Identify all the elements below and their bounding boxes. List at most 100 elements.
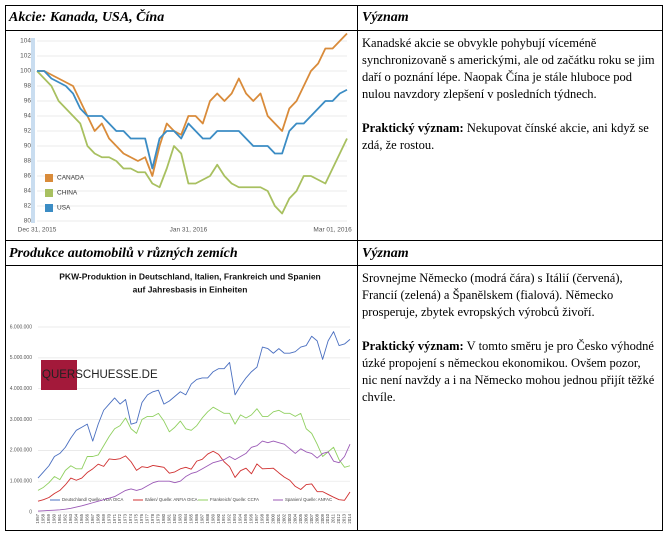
y-tick-label: 96	[24, 98, 32, 105]
x-tick-label: 1963	[68, 513, 73, 523]
y-tick-label: 98	[24, 83, 32, 90]
paragraph: Srovnejme Německo (modrá čára) s Itálií …	[362, 271, 623, 319]
chart-title: PKW-Produktion in Deutschland, Italien, …	[59, 271, 320, 281]
x-tick-label: 2007	[309, 513, 314, 523]
y-tick-label: 88	[24, 158, 32, 165]
axis-stripe	[31, 38, 35, 223]
x-tick-label: 1975	[134, 513, 139, 523]
x-tick-label: 1991	[221, 513, 226, 523]
x-tick-label: 1998	[260, 513, 265, 523]
legend-swatch	[45, 174, 53, 182]
x-tick-label: 1992	[227, 513, 232, 523]
x-tick-label: 1980	[161, 513, 166, 523]
x-tick-label: 1970	[106, 513, 111, 523]
cell-header: Akcie: Kanada, USA, Čína	[9, 10, 165, 25]
x-tick-label: 1981	[167, 513, 172, 523]
x-tick-label: 1960	[52, 513, 57, 523]
legend-label: USA	[57, 205, 71, 212]
x-tick-label: 2002	[281, 513, 286, 523]
x-tick-label: 1994	[238, 513, 243, 523]
data-line	[37, 440, 351, 512]
x-tick-label: 1984	[183, 513, 188, 523]
x-tick-label: 1964	[73, 513, 78, 523]
x-tick-label: 2004	[292, 513, 297, 523]
y-tick-label: 90	[24, 143, 32, 150]
label: Praktický význam:	[362, 339, 464, 353]
cell-header: Produkce automobilů v různých zemích	[9, 246, 238, 261]
x-tick-label: 1990	[216, 513, 221, 523]
y-tick-label: 104	[20, 38, 31, 45]
y-tick-label: 86	[24, 173, 32, 180]
table-border	[5, 5, 663, 531]
y-tick-label: 84	[24, 188, 32, 195]
x-tick-label: 1987	[199, 513, 204, 523]
x-tick-label: 1959	[46, 513, 51, 523]
text: V tomto směru je pro Česko výhodné úzké …	[362, 339, 655, 404]
x-tick-label: 2001	[276, 513, 281, 523]
x-tick-label: 2011	[331, 513, 336, 523]
x-tick-label: 2012	[336, 513, 341, 523]
logo-mark	[41, 360, 77, 390]
x-tick-label: 1974	[128, 513, 133, 523]
x-tick-label: 1986	[194, 513, 199, 523]
cell-header: Význam	[362, 10, 409, 25]
data-line	[36, 70, 348, 215]
data-line	[37, 450, 351, 502]
x-tick-label: 1978	[150, 513, 155, 523]
x-tick-label: 1997	[254, 513, 259, 523]
legend-label: CHINA	[57, 190, 78, 197]
paragraph: Praktický význam: V tomto směru je pro Č…	[362, 338, 658, 406]
x-tick-label: 1985	[188, 513, 193, 523]
x-tick-label: 1971	[112, 513, 117, 523]
legend-label: Frankreich/ Quelle: CCFA	[210, 497, 259, 502]
x-tick-label: 2005	[298, 513, 303, 523]
y-tick-label: 6.000.000	[10, 324, 32, 330]
x-tick-label: 1958	[41, 513, 46, 523]
x-tick-label: 1989	[210, 513, 215, 523]
legend-label: CANADA	[57, 175, 85, 182]
x-tick-label: 1977	[145, 513, 150, 523]
y-tick-label: 2.000.000	[10, 448, 32, 454]
y-tick-label: 94	[24, 113, 32, 120]
legend-label: Italien/ Quelle: ANFIA OICA	[145, 497, 198, 502]
x-tick-label: 1999	[265, 513, 270, 523]
logo: QUERSCHUESSE.DE	[42, 369, 158, 381]
x-tick-label: 1983	[177, 513, 182, 523]
chart-subtitle: auf Jahresbasis in Einheiten	[133, 284, 248, 294]
x-tick-label: 1982	[172, 513, 177, 523]
x-tick-label: 1967	[90, 513, 95, 523]
legend-label: Deutschland/ Quelle: VDA OICA	[62, 497, 124, 502]
data-line	[37, 32, 348, 177]
y-tick-label: 102	[20, 53, 31, 60]
x-tick-label: 1966	[84, 513, 89, 523]
legend-swatch	[45, 204, 53, 212]
y-tick-label: 92	[24, 128, 32, 135]
x-tick-label: 2000	[271, 513, 276, 523]
x-tick-label: 1995	[243, 513, 248, 523]
cell-text: Kanadské akcie se obvykle pohybují vícem…	[362, 35, 658, 171]
x-tick-label: 1961	[57, 513, 62, 523]
x-tick-label: 2003	[287, 513, 292, 523]
x-tick-label: Mar 01, 2016	[313, 227, 352, 234]
x-tick-label: 2009	[320, 513, 325, 523]
x-tick-label: 2006	[303, 513, 308, 523]
x-tick-label: 1988	[205, 513, 210, 523]
x-tick-label: 1993	[232, 513, 237, 523]
paragraph: Praktický význam: Nekupovat čínské akcie…	[362, 120, 658, 154]
cell-text: Srovnejme Německo (modrá čára) s Itálií …	[362, 270, 658, 423]
y-tick-label: 80	[24, 218, 32, 225]
x-tick-label: 1969	[101, 513, 106, 523]
data-line	[37, 70, 348, 170]
paragraph: Kanadské akcie se obvykle pohybují vícem…	[362, 36, 655, 101]
x-tick-label: 1979	[156, 513, 161, 523]
x-tick-label: 1965	[79, 513, 84, 523]
y-tick-label: 0	[29, 509, 32, 515]
x-tick-label: 1957	[35, 513, 40, 523]
y-tick-label: 82	[24, 203, 32, 210]
cell-header: Význam	[362, 246, 409, 261]
x-tick-label: 2013	[342, 513, 347, 523]
x-tick-label: 1962	[63, 513, 68, 523]
x-tick-label: Jan 31, 2016	[170, 227, 208, 234]
legend-swatch	[45, 189, 53, 197]
x-tick-label: 2008	[314, 513, 319, 523]
